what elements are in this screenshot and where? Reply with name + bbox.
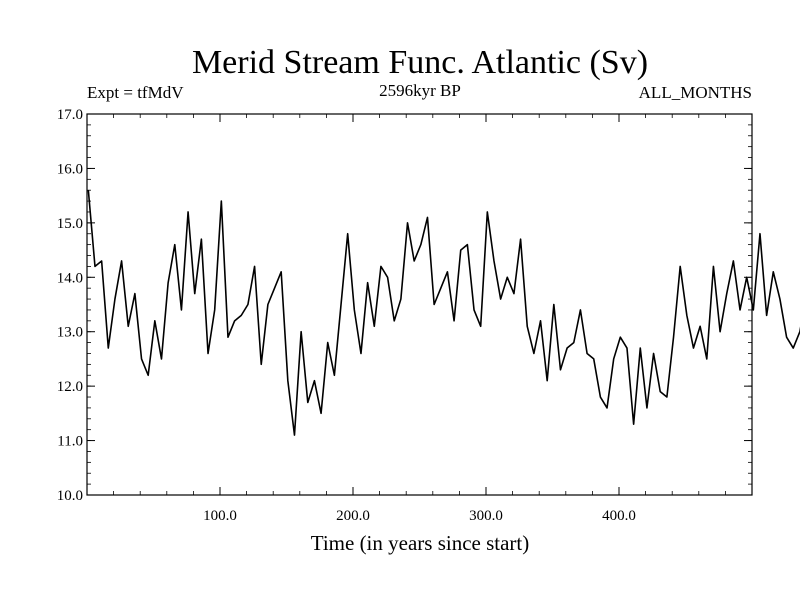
x-tick-label: 200.0 [336,508,370,524]
y-tick-label: 14.0 [57,270,83,286]
plot-frame [86,113,753,496]
x-tick-label: 400.0 [602,508,636,524]
y-tick-label: 13.0 [57,325,83,341]
y-tick-label: 12.0 [57,379,83,395]
y-tick-label: 11.0 [57,434,83,450]
y-tick-label: 16.0 [57,161,83,177]
chart-subtitle: 2596kyr BP [379,81,461,100]
y-tick-label: 15.0 [57,216,83,232]
series-line-0 [87,190,800,436]
experiment-label: Expt = tfMdV [87,83,184,102]
y-tick-label: 17.0 [57,107,83,123]
x-axis-label: Time (in years since start) [311,531,530,555]
chart-title: Merid Stream Func. Atlantic (Sv) [192,44,648,81]
x-tick-label: 100.0 [203,508,237,524]
x-tick-label: 300.0 [469,508,503,524]
y-tick-label: 10.0 [57,488,83,504]
months-label: ALL_MONTHS [639,83,752,102]
